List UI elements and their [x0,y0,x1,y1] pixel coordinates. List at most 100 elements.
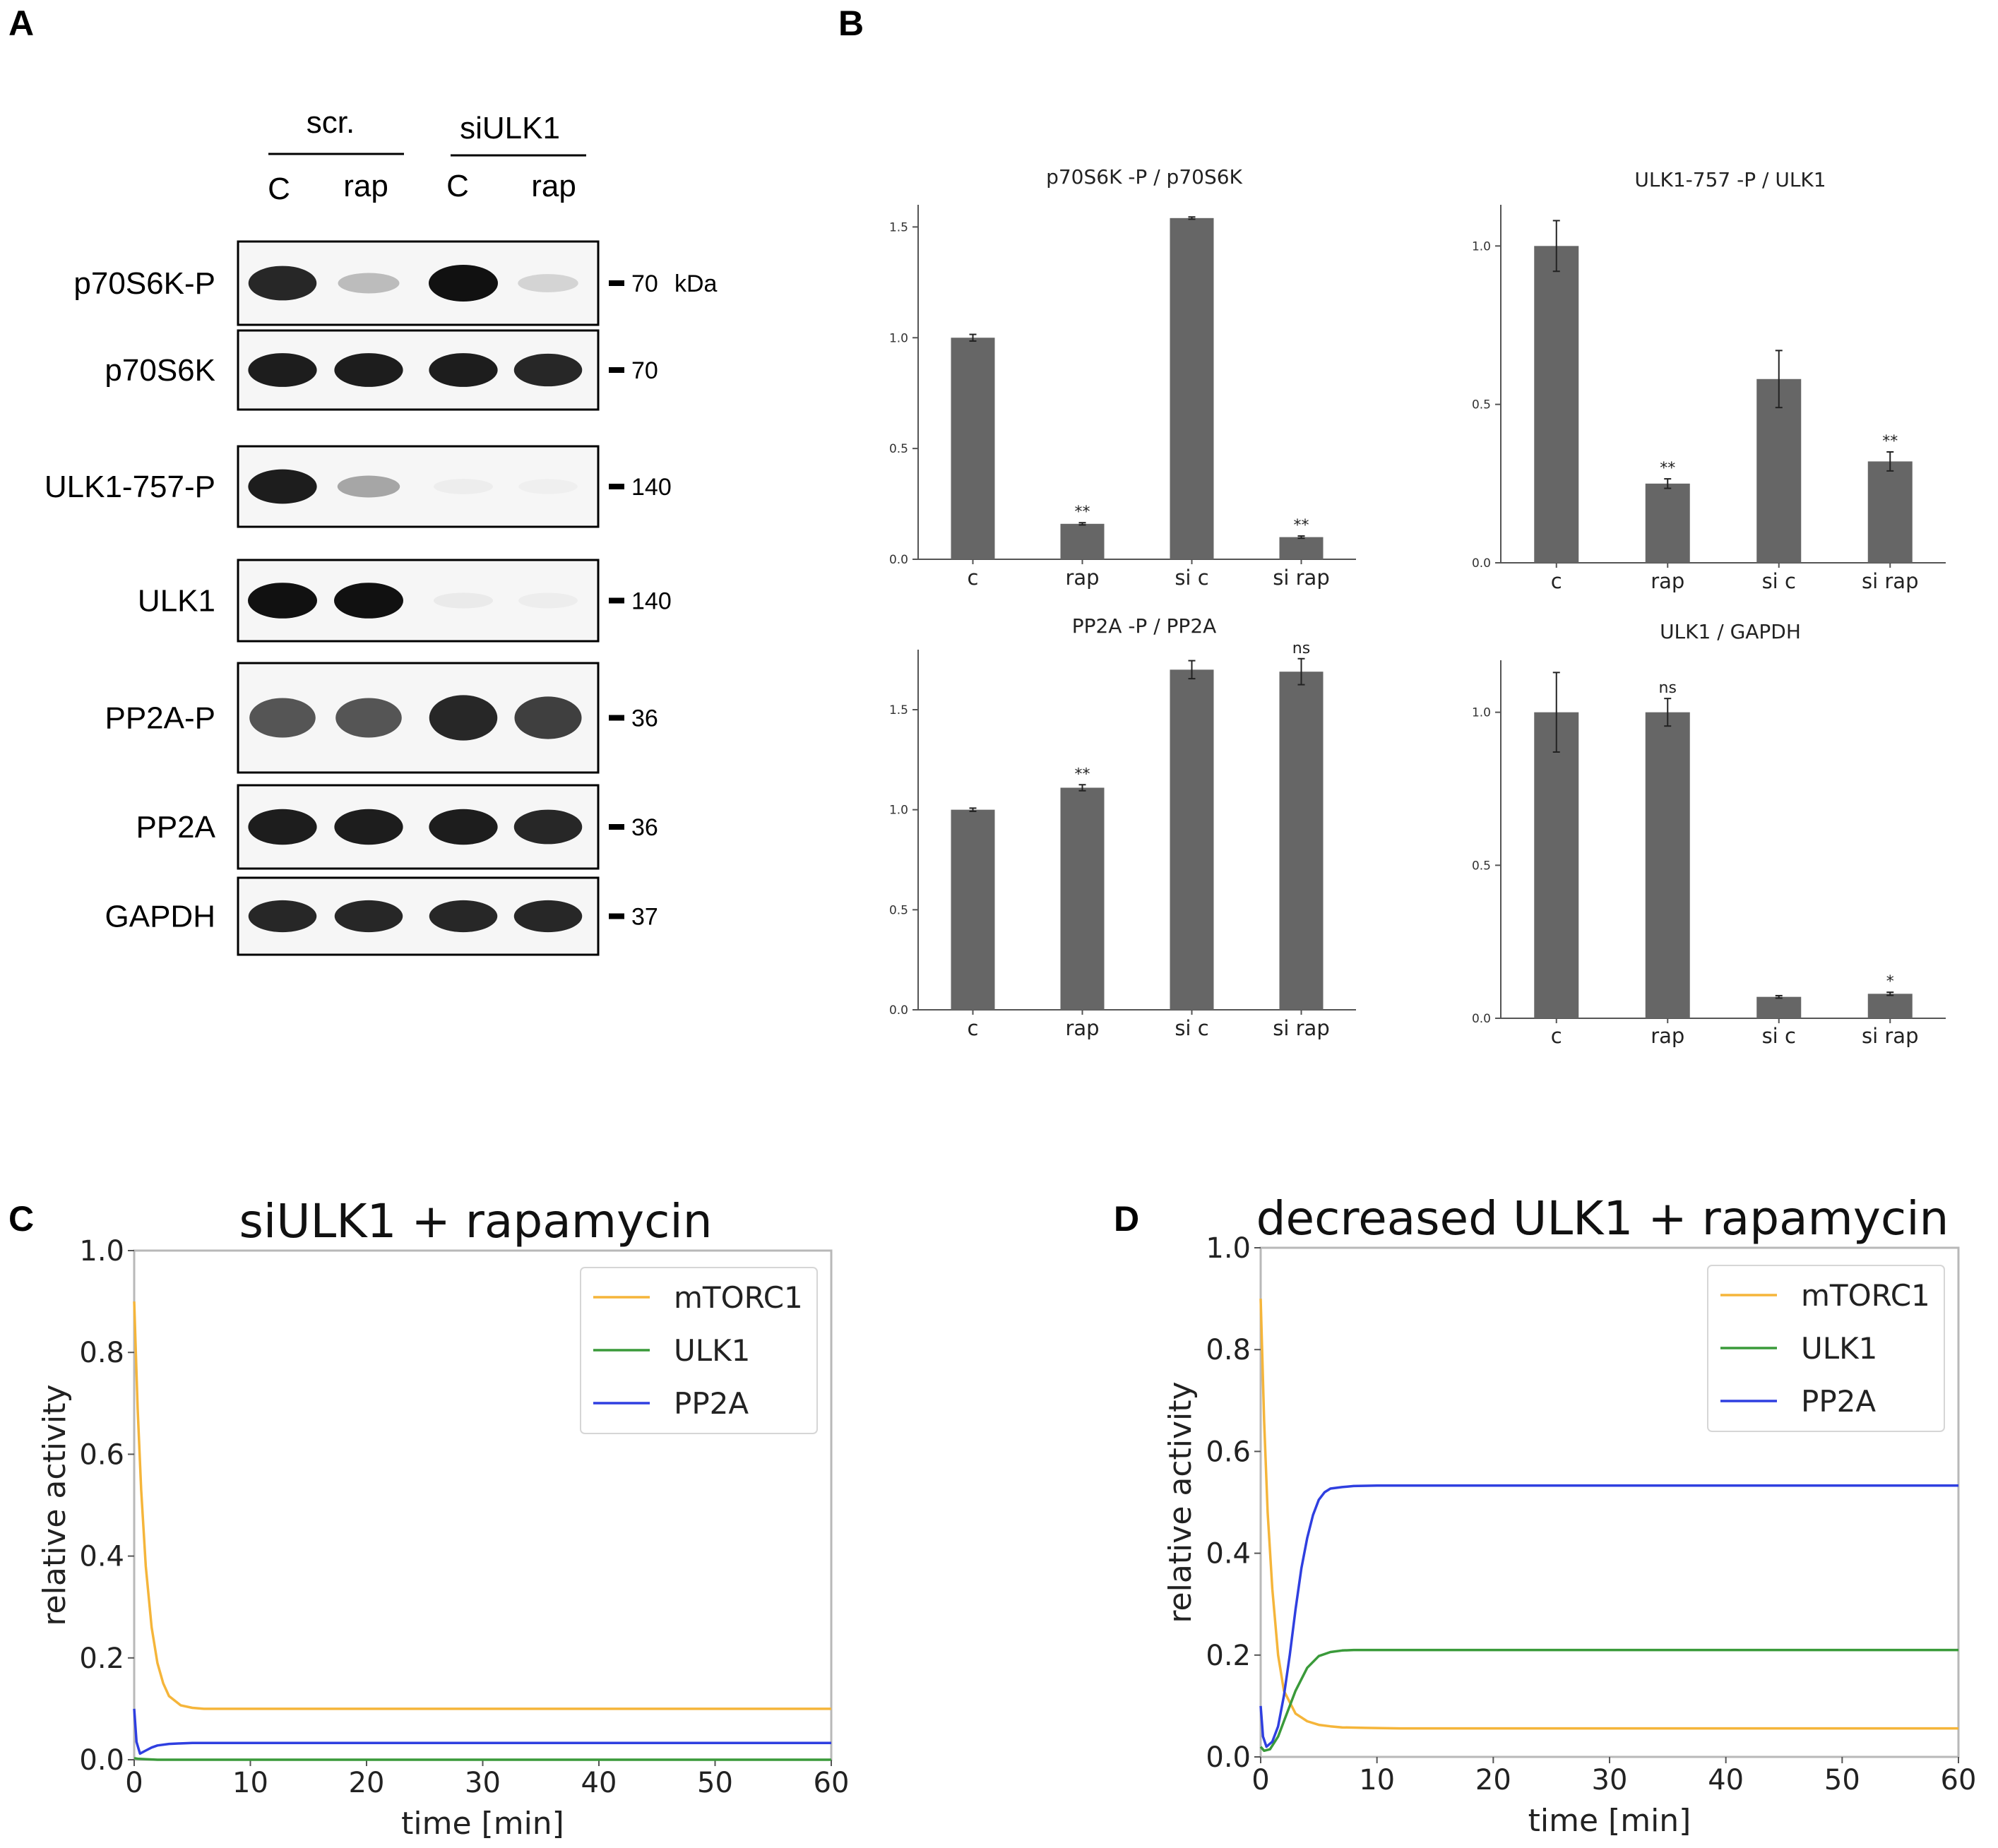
mw-tick [609,484,624,489]
x-tick-label: 20 [349,1767,385,1799]
bar [1645,483,1690,563]
legend-box [1707,1265,1945,1432]
y-tick-label: 1.0 [1472,706,1491,720]
y-tick-label: 1.5 [889,703,908,717]
group-label-scr: scr. [307,105,355,140]
bar [1756,996,1802,1018]
y-tick-label: 0.5 [889,442,908,456]
category-label: si c [1175,1016,1208,1040]
mw-tick [609,280,624,286]
line-chart-decreased-ulk1-rapamycin: decreased ULK1 + rapamycin 0 10 20 30 40 50 60 0… [1162,1191,1976,1839]
x-tick-label: 10 [1359,1764,1395,1796]
significance-label: * [1886,973,1894,991]
blot-band [429,353,498,387]
line-chart-title: decreased ULK1 + rapamycin [1256,1191,1949,1246]
bar [1279,672,1324,1010]
significance-label: ** [1660,460,1675,477]
series-line-mtorc1 [1259,1299,1958,1730]
blot-band [429,809,498,845]
mw-label: 140 [631,588,672,615]
x-tick-label: 50 [1824,1764,1860,1796]
bar [1534,712,1579,1018]
blot-row-label: PP2A-P [105,701,215,736]
series-line-pp2a [1259,1484,1958,1748]
blot-band [334,900,403,933]
bar [1756,378,1802,563]
x-tick-label: 50 [697,1767,733,1799]
blot-band [338,273,400,294]
blot-band [248,900,317,933]
significance-label: ns [1292,640,1310,657]
y-tick-label: 0.0 [1472,1012,1491,1026]
bar [1534,246,1579,563]
panel-letter-d: D [1114,1199,1139,1239]
blot-row-label: ULK1 [138,584,215,619]
x-tick-label: 10 [232,1767,268,1799]
series-line-pp2a [133,1708,831,1755]
bar [951,809,995,1010]
blot-band [334,583,403,619]
mw-label: 140 [631,474,672,501]
category-label: c [1551,569,1562,593]
bar [1060,787,1105,1010]
mw-unit: kDa [674,270,718,297]
legend-label: mTORC1 [1801,1278,1930,1313]
category-label: rap [1065,566,1099,590]
blot-band [513,353,583,387]
legend-box [580,1267,818,1434]
x-axis-label: time [min] [1528,1803,1691,1839]
lane-label-si-rap: rap [531,169,576,203]
blot-row-label: PP2A [136,810,215,845]
x-tick-label: 0 [1251,1764,1269,1796]
blot-band [518,274,578,292]
blot-band [335,698,402,738]
x-tick-label: 40 [1708,1764,1744,1796]
y-tick-label: 1.0 [889,331,908,345]
bar-chart-title: ULK1-757 -P / ULK1 [1634,168,1826,191]
category-label: rap [1651,1024,1684,1048]
bar-chart-ulk1-757-ratio: ULK1-757 -P / ULK1 0.0 0.5 1.0 c ** rap si c ** s… [1472,168,1946,593]
blot-band [429,265,498,302]
bar-chart-ulk1-gapdh: ULK1 / GAPDH 0.0 0.5 1.0 c ns rap si c * si rap [1472,620,1946,1048]
blot-band [518,479,578,494]
x-tick-label: 20 [1475,1764,1511,1796]
category-label: si c [1762,1024,1796,1048]
blot-row-label: p70S6K [105,353,215,388]
y-tick-label: 0.0 [79,1744,124,1777]
y-tick-label: 0.8 [79,1337,124,1369]
x-tick-label: 40 [581,1767,617,1799]
y-tick-label: 0.2 [1206,1640,1251,1672]
y-tick-label: 0.8 [1206,1334,1251,1366]
lane-label-si-c: C [446,169,469,203]
mw-label: 36 [631,814,658,841]
blot-band [248,469,317,504]
y-tick-label: 0.4 [1206,1538,1251,1570]
group-label-siulk1: siULK1 [460,111,560,145]
y-axis-label: relative activity [37,1384,73,1626]
blot-row-label: ULK1-757-P [44,470,215,504]
series-line-ulk1 [1259,1648,1958,1753]
y-tick-label: 0.4 [79,1541,124,1573]
y-tick-label: 1.0 [1472,239,1491,254]
legend-label: ULK1 [674,1333,750,1368]
y-tick-label: 0.5 [1472,859,1491,873]
category-label: rap [1651,569,1684,593]
category-label: rap [1065,1016,1099,1040]
blot-band [248,353,317,387]
bar-chart-p70s6k-ratio: p70S6K -P / p70S6K 0.0 0.5 1.0 1.5 c ** rap si c… [889,165,1356,590]
y-tick-label: 0.5 [1472,398,1491,412]
significance-label: ** [1294,517,1309,535]
blot-band [429,900,498,933]
y-tick-label: 0.0 [1206,1741,1251,1774]
mw-label: 70 [631,270,658,297]
bar [1867,461,1913,563]
mw-tick [609,367,624,373]
bar-chart-title: p70S6K -P / p70S6K [1046,165,1242,189]
y-tick-label: 1.0 [1206,1232,1251,1265]
blot-band [248,809,317,845]
blot-band [249,698,316,738]
category-label: si c [1175,566,1208,590]
blot-band [248,266,317,301]
y-tick-label: 1.0 [889,804,908,818]
blot-band [514,696,582,739]
